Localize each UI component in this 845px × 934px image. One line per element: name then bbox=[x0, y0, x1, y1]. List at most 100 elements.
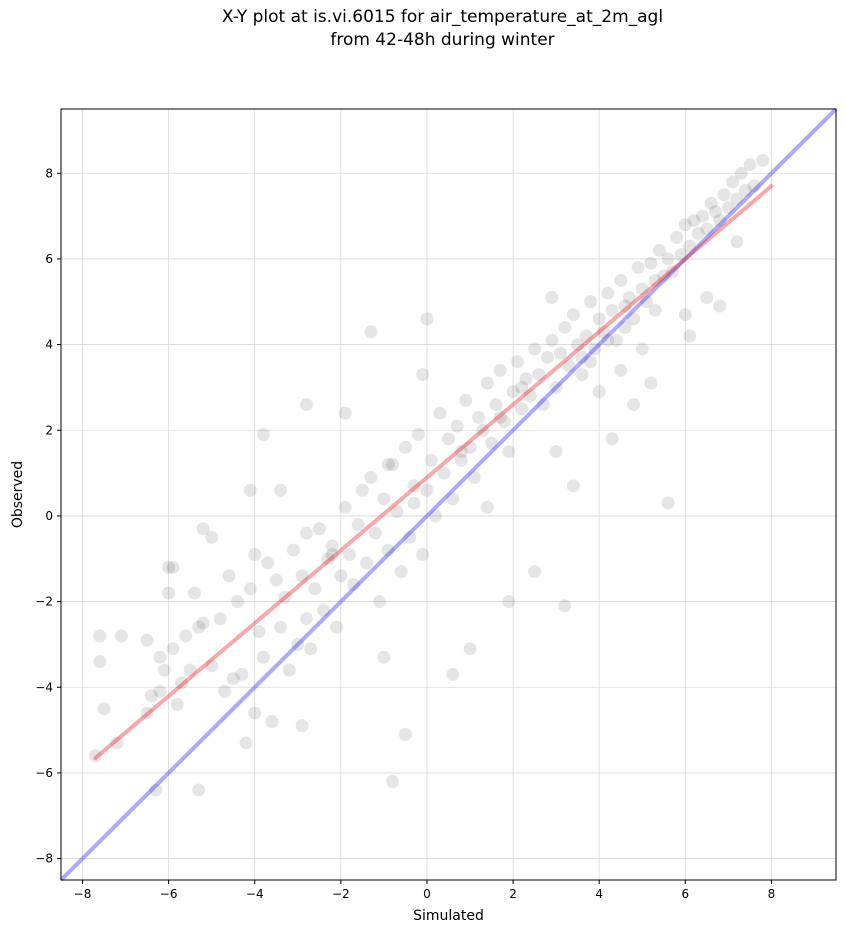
data-point bbox=[278, 590, 292, 604]
data-point bbox=[437, 466, 451, 480]
data-point bbox=[519, 372, 533, 386]
data-point bbox=[411, 428, 425, 442]
data-point bbox=[218, 685, 232, 699]
x-tick-label: 0 bbox=[423, 887, 431, 901]
data-point bbox=[609, 333, 623, 347]
data-point bbox=[700, 290, 714, 304]
data-point bbox=[467, 470, 481, 484]
data-point bbox=[463, 642, 477, 656]
data-point bbox=[274, 620, 288, 634]
data-point bbox=[274, 483, 288, 497]
data-point bbox=[743, 158, 757, 172]
data-point bbox=[192, 620, 206, 634]
data-point bbox=[308, 582, 322, 596]
data-point bbox=[528, 342, 542, 356]
data-point bbox=[648, 273, 662, 287]
data-point bbox=[446, 667, 460, 681]
data-point bbox=[459, 393, 473, 407]
data-point bbox=[256, 650, 270, 664]
data-point bbox=[631, 260, 645, 274]
data-point bbox=[196, 522, 210, 536]
data-point bbox=[747, 179, 761, 193]
data-point bbox=[579, 329, 593, 343]
data-point bbox=[614, 273, 628, 287]
data-point bbox=[420, 483, 434, 497]
data-point bbox=[648, 303, 662, 317]
data-point bbox=[476, 423, 490, 437]
data-point bbox=[614, 363, 628, 377]
data-point bbox=[149, 783, 163, 797]
data-point bbox=[312, 522, 326, 536]
data-point bbox=[700, 222, 714, 236]
data-point bbox=[536, 398, 550, 412]
data-point bbox=[644, 376, 658, 390]
data-point bbox=[605, 303, 619, 317]
data-point bbox=[730, 192, 744, 206]
data-point bbox=[665, 265, 679, 279]
data-point bbox=[640, 295, 654, 309]
data-point bbox=[661, 496, 675, 510]
y-tick-label: 0 bbox=[45, 509, 53, 523]
y-tick-label: 6 bbox=[45, 252, 53, 266]
data-point bbox=[584, 295, 598, 309]
data-point bbox=[597, 325, 610, 339]
data-point bbox=[235, 667, 249, 681]
data-point bbox=[661, 252, 675, 266]
data-point bbox=[515, 402, 529, 416]
data-point bbox=[502, 595, 516, 609]
data-point bbox=[515, 380, 529, 394]
data-point bbox=[717, 188, 731, 202]
data-point bbox=[571, 338, 585, 352]
data-point bbox=[510, 355, 524, 369]
data-point bbox=[553, 346, 567, 360]
data-point bbox=[88, 749, 102, 763]
data-point bbox=[442, 432, 455, 446]
data-point bbox=[463, 440, 477, 454]
data-point bbox=[541, 350, 555, 364]
data-point bbox=[287, 543, 300, 557]
data-point bbox=[291, 637, 305, 651]
y-tick-label: 4 bbox=[45, 338, 53, 352]
data-point bbox=[549, 445, 563, 459]
data-point bbox=[196, 616, 210, 630]
data-point bbox=[330, 620, 344, 634]
data-point bbox=[347, 577, 361, 591]
data-point bbox=[93, 655, 107, 669]
data-point bbox=[592, 312, 606, 326]
data-points bbox=[88, 153, 770, 797]
data-point bbox=[566, 308, 580, 322]
data-point bbox=[265, 715, 279, 729]
data-point bbox=[592, 385, 606, 399]
data-point bbox=[304, 642, 318, 656]
data-point bbox=[157, 663, 171, 677]
data-point bbox=[670, 231, 684, 244]
data-point bbox=[364, 325, 378, 339]
data-point bbox=[734, 166, 748, 180]
data-point bbox=[416, 547, 430, 561]
data-point bbox=[545, 290, 559, 304]
data-point bbox=[674, 248, 688, 262]
data-point bbox=[532, 368, 546, 382]
data-point bbox=[114, 629, 128, 643]
data-point bbox=[713, 213, 727, 227]
data-point bbox=[575, 368, 589, 382]
x-tick-label: −2 bbox=[332, 887, 350, 901]
data-point bbox=[605, 432, 619, 446]
data-point bbox=[480, 376, 494, 390]
data-point bbox=[588, 342, 602, 356]
x-tick-label: −8 bbox=[74, 887, 92, 901]
data-point bbox=[433, 406, 447, 420]
x-tick-label: −6 bbox=[160, 887, 178, 901]
data-point bbox=[398, 727, 412, 741]
data-point bbox=[373, 595, 387, 609]
data-point bbox=[256, 428, 270, 442]
data-point bbox=[231, 595, 245, 609]
data-point bbox=[403, 530, 417, 544]
trend-lines bbox=[59, 107, 838, 882]
data-point bbox=[162, 560, 176, 574]
data-point bbox=[166, 560, 180, 574]
x-tick-label: 8 bbox=[768, 887, 776, 901]
data-point bbox=[726, 175, 740, 189]
data-point bbox=[97, 702, 111, 716]
